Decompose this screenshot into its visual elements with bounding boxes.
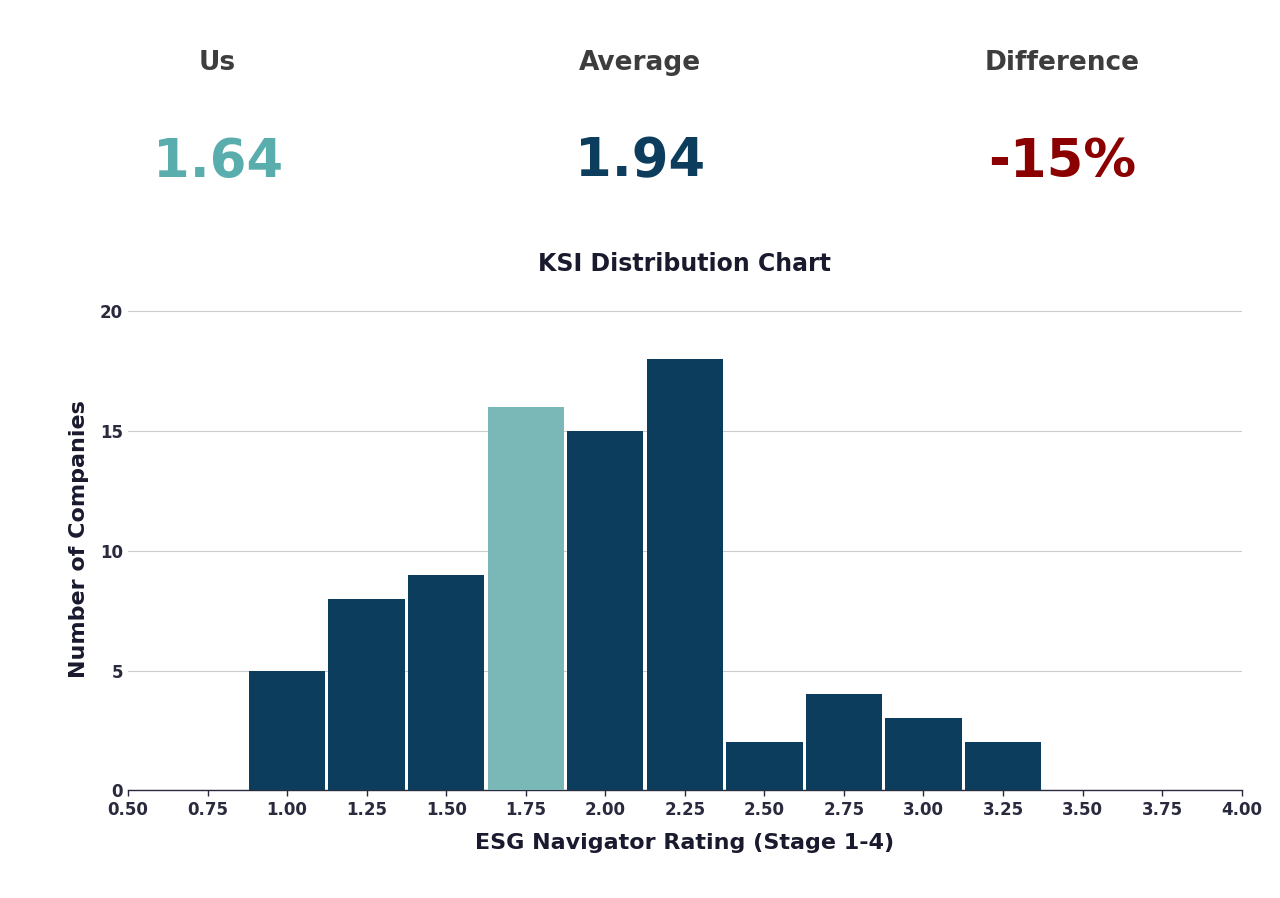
Bar — [567, 431, 644, 790]
Bar — [248, 671, 325, 790]
Text: Difference: Difference — [984, 50, 1140, 75]
Text: Us: Us — [198, 50, 237, 75]
Bar — [965, 743, 1041, 790]
X-axis label: ESG Navigator Rating (Stage 1-4): ESG Navigator Rating (Stage 1-4) — [475, 832, 895, 852]
Y-axis label: Number of Companies: Number of Companies — [69, 400, 88, 678]
Bar — [488, 407, 564, 790]
Text: 1.94: 1.94 — [575, 136, 705, 188]
Bar — [726, 743, 803, 790]
Bar — [646, 359, 723, 790]
Bar — [329, 599, 404, 790]
Bar — [408, 575, 484, 790]
Text: Average: Average — [579, 50, 701, 75]
Text: -15%: -15% — [988, 136, 1137, 188]
Title: KSI Distribution Chart: KSI Distribution Chart — [539, 251, 831, 276]
Text: 1.64: 1.64 — [152, 136, 283, 188]
Bar — [886, 718, 961, 790]
Bar — [805, 694, 882, 790]
